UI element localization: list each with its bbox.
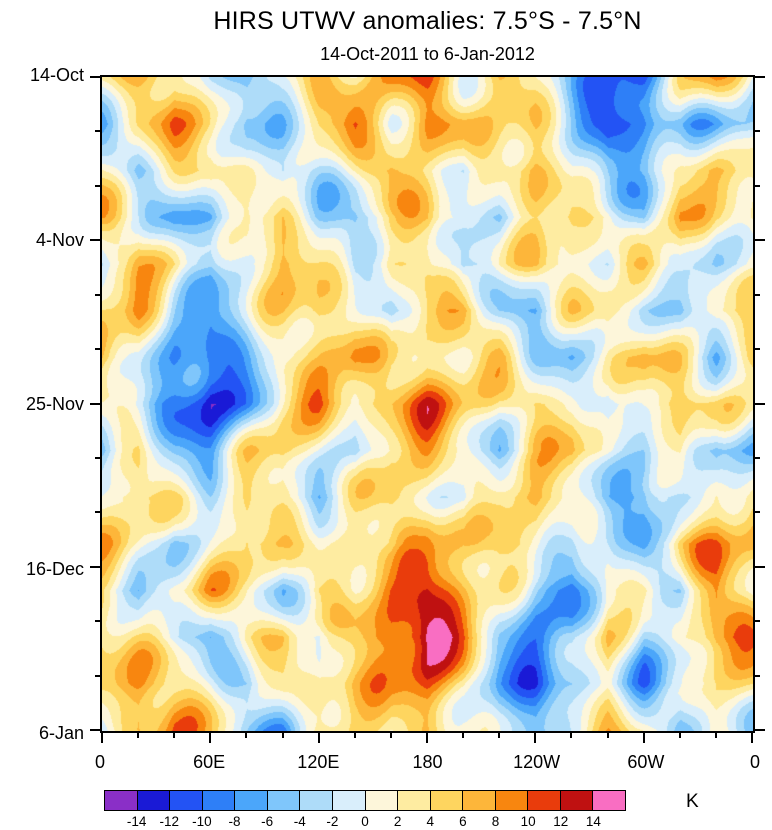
y-tick-label: 16-Dec [25,558,84,579]
y-minor-tick [755,456,760,459]
colorbar-tick-label: -14 [126,814,147,829]
y-major-tick [755,239,765,242]
y-axis-tick-labels: 14-Oct 4-Nov 25-Nov 16-Dec 6-Jan [0,66,84,742]
y-minor-tick [95,130,100,133]
y-major-tick [90,76,100,78]
x-minor-tick [606,733,609,738]
x-major-tick [751,733,753,743]
colorbar-tick-label: 8 [491,814,500,829]
colorbar-segment [397,791,430,810]
colorbar-tick-label: 12 [553,814,569,829]
colorbar-segment [136,791,170,810]
y-minor-tick [755,184,760,187]
x-minor-tick [498,733,501,738]
y-tick-label: 14-Oct [29,65,84,85]
y-minor-tick [95,184,100,187]
x-major-tick [426,733,428,743]
colorbar-segment [266,791,300,810]
x-minor-tick [714,733,717,738]
colorbar-tick-label: -12 [159,814,180,829]
x-major-tick [534,733,537,743]
colorbar-segment [462,791,495,810]
chart-subtitle: 14-Oct-2011 to 6-Jan-2012 [320,44,535,64]
colorbar-tick-label: 2 [393,814,402,829]
colorbar-tick-label: 0 [361,814,369,829]
x-tick-label: 60W [627,752,665,772]
y-minor-tick [755,348,760,351]
x-tick-label: 180 [412,752,443,772]
heatmap-canvas [102,77,753,731]
y-tick-label: 4-Nov [35,229,84,250]
y-major-tick [90,239,100,242]
y-minor-tick [95,511,100,514]
colorbar-segment [527,791,560,810]
x-tick-label: 0 [749,752,761,772]
colorbar-tick-label: -10 [192,814,212,829]
y-major-tick [755,402,765,405]
y-minor-tick [95,674,100,677]
y-tick-label: 25-Nov [25,394,84,414]
x-tick-label: 120W [513,752,561,772]
x-major-tick [642,733,645,743]
y-minor-tick [755,620,760,623]
y-minor-tick [95,293,100,296]
y-major-tick [755,565,765,568]
chart-header: HIRS UTWV anomalies: 7.5°S - 7.5°N 14-Oc… [100,0,755,65]
colorbar-segment [559,791,593,810]
x-major-tick [317,733,320,743]
colorbar-units-label: K [686,791,699,812]
x-tick-label: 120E [297,752,340,772]
colorbar-tick-labels: -14 -12 -10 -8 -6 -4 -2 0 2 4 6 8 10 12 14 [104,814,626,830]
colorbar-tick-label: 4 [426,814,435,829]
y-major-tick [90,729,100,731]
x-minor-tick [462,733,465,738]
x-minor-tick [245,733,248,738]
x-minor-tick [281,733,284,738]
y-minor-tick [755,511,760,514]
colorbar-segment [494,791,528,810]
colorbar [104,790,626,811]
colorbar-segment [234,791,267,810]
x-minor-tick [137,733,140,738]
x-minor-tick [389,733,392,738]
x-minor-tick [353,733,356,738]
colorbar-segment [364,791,398,810]
colorbar-segment [299,791,332,810]
x-minor-tick [173,733,176,738]
y-major-tick [90,565,100,568]
y-major-tick [755,729,765,731]
colorbar-tick-label: 10 [520,814,536,829]
y-minor-tick [95,620,100,623]
x-tick-label: 0 [94,752,106,772]
colorbar-segment [105,791,137,810]
colorbar-segment [429,791,463,810]
y-minor-tick [755,293,760,296]
chart-title: HIRS UTWV anomalies: 7.5°S - 7.5°N [213,7,642,35]
x-major-tick [209,733,212,743]
colorbar-segment [201,791,235,810]
y-minor-tick [95,456,100,459]
colorbar-tick-label: -4 [293,814,306,829]
colorbar-tick-label: -2 [326,814,339,829]
colorbar-segment [331,791,365,810]
y-major-tick [755,76,765,78]
x-minor-tick [570,733,573,738]
x-major-tick [101,733,103,743]
y-minor-tick [755,674,760,677]
colorbar-tick-label: 14 [585,814,601,829]
colorbar-tick-label: -8 [228,814,241,829]
plot-area [90,75,765,743]
colorbar-segment [169,791,202,810]
colorbar-tick-label: -6 [261,814,274,829]
x-minor-tick [678,733,681,738]
colorbar-segment [592,791,625,810]
y-minor-tick [755,130,760,133]
colorbar-tick-label: 6 [459,814,467,829]
y-minor-tick [95,348,100,351]
y-major-tick [90,402,100,405]
x-tick-label: 60E [193,752,226,772]
y-tick-label: 6-Jan [38,723,84,743]
